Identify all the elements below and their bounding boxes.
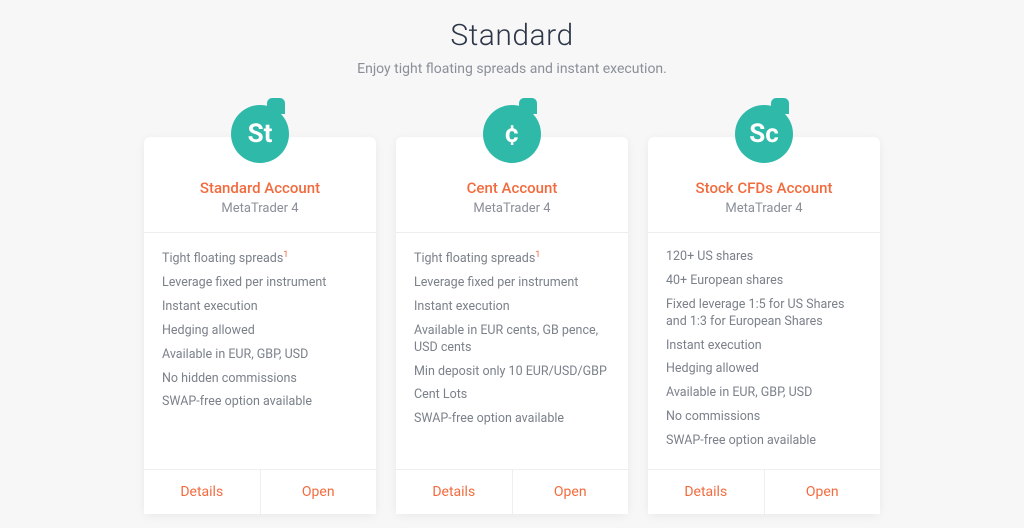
footnote-ref: 1 xyxy=(283,250,288,260)
badge-icon-cent: ¢ xyxy=(483,105,541,163)
badge-icon-stock: Sc xyxy=(735,105,793,163)
badge-text: St xyxy=(248,121,273,147)
card-subtitle: MetaTrader 4 xyxy=(412,201,612,216)
open-button[interactable]: Open xyxy=(764,470,881,514)
feature-item: Available in EUR, GBP, USD xyxy=(666,385,862,402)
card-subtitle: MetaTrader 4 xyxy=(664,201,864,216)
feature-item: Instant execution xyxy=(162,299,358,316)
features-list: Tight floating spreads1 Leverage fixed pe… xyxy=(396,233,628,469)
feature-item: 120+ US shares xyxy=(666,249,862,266)
feature-item: Instant execution xyxy=(666,338,862,355)
feature-item: No hidden commissions xyxy=(162,371,358,388)
page-title: Standard xyxy=(0,18,1024,53)
card-subtitle: MetaTrader 4 xyxy=(160,201,360,216)
feature-item: 40+ European shares xyxy=(666,273,862,290)
feature-item: Hedging allowed xyxy=(666,361,862,378)
feature-item: SWAP-free option available xyxy=(666,433,862,450)
feature-item: Tight floating spreads1 xyxy=(414,249,610,268)
card-title: Cent Account xyxy=(412,179,612,197)
footnote-ref: 1 xyxy=(535,250,540,260)
details-button[interactable]: Details xyxy=(648,470,764,514)
feature-item: Hedging allowed xyxy=(162,323,358,340)
feature-item: Instant execution xyxy=(414,299,610,316)
feature-item: SWAP-free option available xyxy=(414,411,610,428)
open-button[interactable]: Open xyxy=(260,470,377,514)
card-actions: Details Open xyxy=(396,469,628,514)
card-stock-cfds: Sc Stock CFDs Account MetaTrader 4 120+ … xyxy=(648,137,880,514)
details-button[interactable]: Details xyxy=(396,470,512,514)
features-list: 120+ US shares 40+ European shares Fixed l… xyxy=(648,233,880,469)
card-actions: Details Open xyxy=(648,469,880,514)
page-subtitle: Enjoy tight floating spreads and instant… xyxy=(0,61,1024,77)
card-cent: ¢ Cent Account MetaTrader 4 Tight floati… xyxy=(396,137,628,514)
badge-text: ¢ xyxy=(505,121,520,147)
card-title: Standard Account xyxy=(160,179,360,197)
feature-item: SWAP-free option available xyxy=(162,394,358,411)
feature-item: Fixed leverage 1:5 for US Shares and 1:3… xyxy=(666,297,862,331)
details-button[interactable]: Details xyxy=(144,470,260,514)
open-button[interactable]: Open xyxy=(512,470,629,514)
features-list: Tight floating spreads1 Leverage fixed pe… xyxy=(144,233,376,469)
card-title: Stock CFDs Account xyxy=(664,179,864,197)
card-standard: St Standard Account MetaTrader 4 Tight f… xyxy=(144,137,376,514)
badge-text: Sc xyxy=(749,121,779,147)
feature-item: Min deposit only 10 EUR/USD/GBP xyxy=(414,364,610,381)
feature-item: Leverage fixed per instrument xyxy=(414,275,610,292)
feature-item: Tight floating spreads1 xyxy=(162,249,358,268)
feature-item: Available in EUR, GBP, USD xyxy=(162,347,358,364)
page: Standard Enjoy tight floating spreads an… xyxy=(0,0,1024,514)
feature-item: No commissions xyxy=(666,409,862,426)
badge-icon-standard: St xyxy=(231,105,289,163)
card-actions: Details Open xyxy=(144,469,376,514)
feature-item: Cent Lots xyxy=(414,387,610,404)
feature-item: Leverage fixed per instrument xyxy=(162,275,358,292)
feature-item: Available in EUR cents, GB pence, USD ce… xyxy=(414,323,610,357)
cards-row: St Standard Account MetaTrader 4 Tight f… xyxy=(0,137,1024,514)
